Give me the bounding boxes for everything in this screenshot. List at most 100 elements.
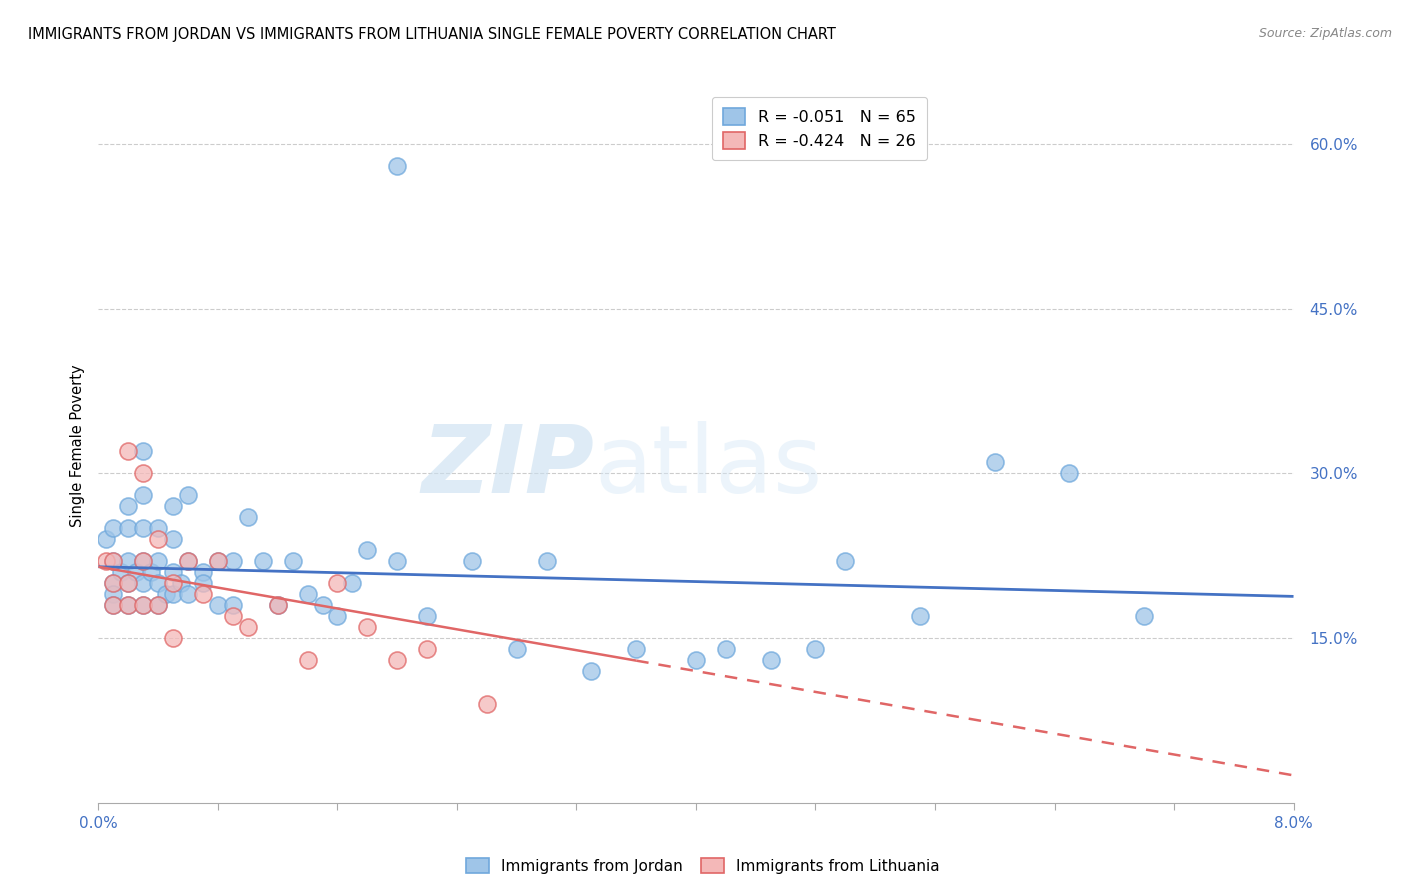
Point	[1133, 609, 1156, 624]
Point	[103, 598, 125, 612]
Point	[132, 554, 155, 568]
Point	[581, 664, 603, 678]
Point	[342, 576, 364, 591]
Point	[385, 653, 409, 667]
Point	[207, 598, 229, 612]
Point	[267, 598, 290, 612]
Point	[125, 566, 148, 580]
Text: 0.0%: 0.0%	[79, 816, 118, 831]
Point	[132, 444, 155, 458]
Point	[132, 598, 155, 612]
Point	[132, 488, 155, 502]
Point	[148, 554, 170, 568]
Point	[132, 598, 155, 612]
Point	[94, 533, 117, 547]
Point	[267, 598, 290, 612]
Point	[207, 554, 229, 568]
Point	[148, 576, 170, 591]
Point	[162, 587, 184, 601]
Point	[148, 598, 170, 612]
Point	[103, 587, 125, 601]
Text: Source: ZipAtlas.com: Source: ZipAtlas.com	[1258, 27, 1392, 40]
Point	[236, 510, 259, 524]
Point	[252, 554, 274, 568]
Point	[908, 609, 931, 624]
Text: ZIP: ZIP	[422, 421, 595, 514]
Point	[148, 533, 170, 547]
Point	[326, 576, 349, 591]
Point	[1059, 467, 1081, 481]
Legend: R = -0.051   N = 65, R = -0.424   N = 26: R = -0.051 N = 65, R = -0.424 N = 26	[711, 97, 927, 160]
Point	[356, 620, 378, 634]
Point	[685, 653, 707, 667]
Point	[506, 642, 529, 657]
Point	[162, 566, 184, 580]
Point	[416, 609, 439, 624]
Text: atlas: atlas	[595, 421, 823, 514]
Point	[983, 455, 1005, 469]
Point	[356, 543, 378, 558]
Point	[416, 642, 439, 657]
Point	[536, 554, 558, 568]
Point	[117, 598, 139, 612]
Point	[222, 598, 245, 612]
Point	[103, 554, 125, 568]
Point	[385, 554, 409, 568]
Point	[177, 587, 200, 601]
Point	[110, 566, 132, 580]
Point	[297, 587, 319, 601]
Point	[169, 576, 191, 591]
Point	[624, 642, 647, 657]
Point	[177, 488, 200, 502]
Point	[385, 159, 409, 173]
Point	[117, 521, 139, 535]
Point	[311, 598, 333, 612]
Point	[222, 609, 245, 624]
Point	[834, 554, 856, 568]
Point	[461, 554, 484, 568]
Point	[117, 500, 139, 514]
Point	[475, 697, 498, 711]
Point	[148, 598, 170, 612]
Point	[103, 576, 125, 591]
Point	[132, 521, 155, 535]
Point	[94, 554, 117, 568]
Point	[207, 554, 229, 568]
Y-axis label: Single Female Poverty: Single Female Poverty	[69, 365, 84, 527]
Point	[236, 620, 259, 634]
Point	[132, 554, 155, 568]
Point	[155, 587, 177, 601]
Point	[103, 521, 125, 535]
Point	[148, 521, 170, 535]
Text: 8.0%: 8.0%	[1274, 816, 1313, 831]
Point	[132, 576, 155, 591]
Legend: Immigrants from Jordan, Immigrants from Lithuania: Immigrants from Jordan, Immigrants from …	[460, 852, 946, 880]
Point	[297, 653, 319, 667]
Text: IMMIGRANTS FROM JORDAN VS IMMIGRANTS FROM LITHUANIA SINGLE FEMALE POVERTY CORREL: IMMIGRANTS FROM JORDAN VS IMMIGRANTS FRO…	[28, 27, 837, 42]
Point	[804, 642, 827, 657]
Point	[132, 467, 155, 481]
Point	[222, 554, 245, 568]
Point	[117, 598, 139, 612]
Point	[117, 576, 139, 591]
Point	[117, 576, 139, 591]
Point	[103, 576, 125, 591]
Point	[139, 566, 162, 580]
Point	[759, 653, 782, 667]
Point	[326, 609, 349, 624]
Point	[162, 533, 184, 547]
Point	[103, 598, 125, 612]
Point	[162, 576, 184, 591]
Point	[162, 500, 184, 514]
Point	[177, 554, 200, 568]
Point	[191, 587, 214, 601]
Point	[281, 554, 304, 568]
Point	[191, 576, 214, 591]
Point	[714, 642, 737, 657]
Point	[162, 631, 184, 645]
Point	[117, 554, 139, 568]
Point	[177, 554, 200, 568]
Point	[103, 554, 125, 568]
Point	[191, 566, 214, 580]
Point	[117, 444, 139, 458]
